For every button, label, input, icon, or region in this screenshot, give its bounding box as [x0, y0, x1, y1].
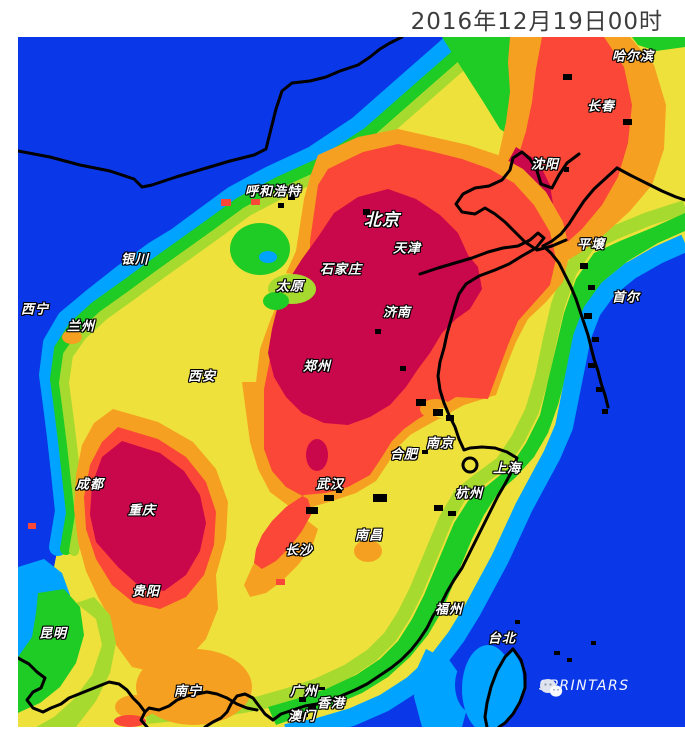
city-label: 哈尔滨: [611, 49, 655, 65]
korea-coast: [541, 244, 610, 409]
wechat-icon: [540, 679, 563, 697]
city-label: 昆明: [38, 626, 68, 642]
region-taiwan-island: [486, 649, 524, 727]
city-label: 广州: [289, 684, 319, 700]
city-label: 南宁: [173, 684, 203, 700]
taiwan-east-coast: [483, 647, 515, 727]
central-structure: [242, 129, 570, 597]
bohai-coast: [454, 150, 581, 252]
city-label: 石家庄: [319, 262, 363, 278]
city-label: 长春: [586, 99, 616, 115]
city-label: 台北: [487, 631, 517, 647]
forecast-map: 哈尔滨长春沈阳呼和浩特北京天津石家庄 太原 平壌首尔 银川西宁 兰州西安 济南郑州南京 合肥…: [18, 37, 685, 727]
city-label: 沈阳: [530, 157, 560, 173]
city-label: 西安: [187, 369, 217, 385]
mongolia-border: [18, 37, 404, 189]
taihu-lake: [461, 456, 479, 474]
map-marks: [278, 74, 632, 717]
city-label: 武汉: [315, 477, 345, 493]
city-label: 贵阳: [131, 584, 161, 600]
city-label: 郑州: [302, 359, 332, 375]
city-label: 福州: [434, 602, 464, 618]
taiwan-west-coast: [497, 647, 527, 727]
sw-structure: [18, 559, 116, 727]
city-label: 南京: [425, 436, 455, 452]
city-label: 成都: [75, 477, 105, 493]
city-label: 澳门: [287, 709, 317, 725]
city-label: 杭州: [454, 486, 484, 502]
guangxi-border: [143, 690, 259, 714]
city-label: 上海: [492, 461, 522, 477]
region-nearshore-cyan: [414, 649, 468, 727]
city-label: 首尔: [611, 290, 641, 306]
city-label: 北京: [364, 210, 400, 231]
page-title: 2016年12月19日00时: [410, 9, 663, 35]
city-label: 长沙: [284, 543, 314, 559]
city-label: 平壌: [576, 237, 606, 253]
ne-border: [615, 166, 685, 202]
city-label: 合肥: [389, 447, 419, 463]
city-label: 太原: [275, 279, 305, 295]
sichuan-structure: [74, 409, 228, 673]
city-label: 重庆: [127, 503, 157, 519]
coastlines: [18, 37, 685, 727]
watermark: SPRINTARS: [539, 678, 630, 697]
city-label: 天津: [392, 241, 422, 257]
city-label: 银川: [120, 252, 150, 268]
city-label: 济南: [382, 305, 412, 321]
nw-mottle: [28, 199, 316, 529]
city-label: 香港: [316, 696, 346, 712]
city-label: 兰州: [66, 319, 96, 335]
city-label: 呼和浩特: [244, 184, 302, 200]
concentration-field: [18, 37, 685, 727]
city-label: 西宁: [20, 302, 50, 318]
vietnam-border: [18, 656, 149, 727]
yalu-border: [541, 166, 619, 248]
east-coast: [203, 231, 546, 727]
se-bands: [145, 200, 685, 727]
city-label: 南昌: [354, 528, 384, 544]
